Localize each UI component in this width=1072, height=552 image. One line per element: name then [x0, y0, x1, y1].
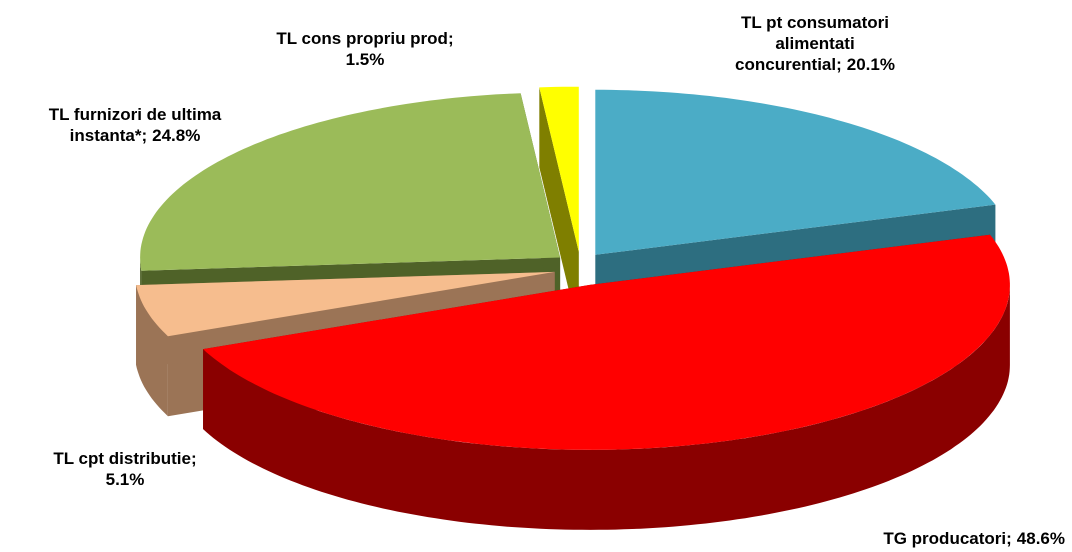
data-label: TL cons propriu prod; 1.5%: [255, 28, 475, 70]
data-label: TL pt consumatori alimentati concurentia…: [690, 12, 940, 75]
data-label: TL cpt distributie; 5.1%: [20, 448, 230, 490]
slice-side: [136, 285, 168, 417]
value-label: 1.5%: [345, 50, 385, 69]
data-label: TG producatori; 48.6%: [820, 528, 1065, 549]
value-label: 20.1%: [846, 55, 895, 74]
slice: [203, 234, 1010, 450]
category-label: TL cpt distributie;: [53, 449, 197, 468]
category-label: TL cons propriu prod;: [276, 29, 454, 48]
slice-side: [203, 284, 1010, 530]
data-label: TL furnizori de ultima instanta*; 24.8%: [5, 104, 265, 146]
category-label: TL furnizori de ultima instanta*;: [48, 105, 222, 145]
value-label: 24.8%: [152, 126, 201, 145]
category-label: TL pt consumatori alimentati concurentia…: [735, 13, 889, 74]
category-label: TG producatori;: [883, 529, 1012, 548]
slice: [136, 271, 555, 337]
value-label: 48.6%: [1016, 529, 1065, 548]
slice: [539, 86, 579, 252]
slice: [140, 93, 561, 271]
slice: [595, 89, 996, 255]
slice-cut-face: [539, 87, 579, 332]
value-label: 5.1%: [105, 470, 145, 489]
